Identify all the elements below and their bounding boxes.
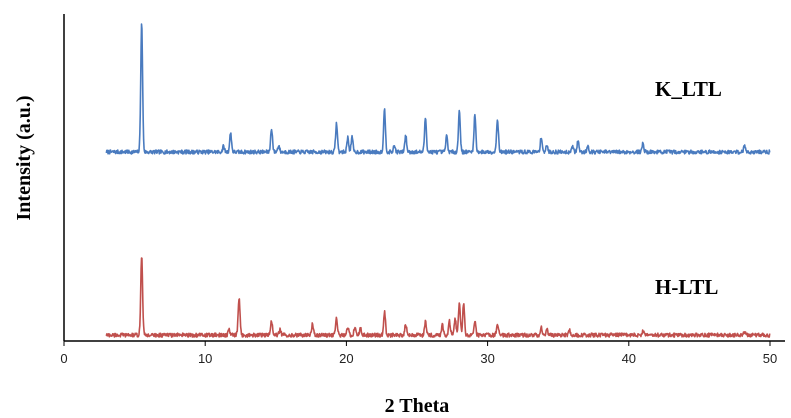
x-tick-label: 20 [339, 351, 353, 366]
x-tick-label: 40 [622, 351, 636, 366]
x-tick-label: 0 [60, 351, 67, 366]
x-tick-label: 10 [198, 351, 212, 366]
series-line-k-ltl [105, 23, 771, 155]
x-tick-label: 30 [480, 351, 494, 366]
series-layer [105, 23, 771, 338]
x-axis-title: 2 Theta [385, 395, 450, 417]
series-line-h-ltl [105, 257, 771, 338]
series-label-k-ltl: K_LTL [655, 77, 722, 101]
series-label-h-ltl: H-LTL [655, 275, 718, 299]
x-ticks: 0 10 20 30 40 50 [60, 341, 777, 366]
x-tick-label: 50 [763, 351, 777, 366]
y-axis-title: Intensity (a.u.) [13, 95, 35, 220]
